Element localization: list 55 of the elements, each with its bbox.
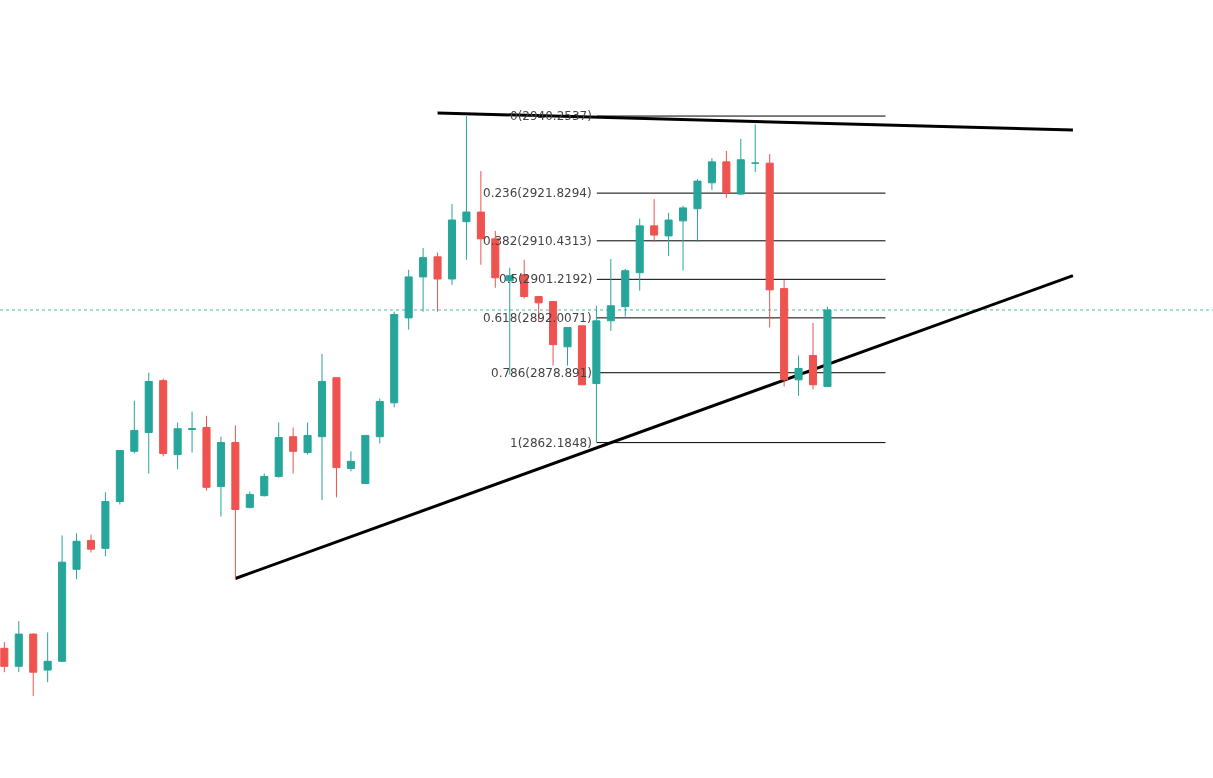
candlestick — [808, 322, 818, 390]
candlestick — [462, 115, 471, 261]
candlestick — [303, 421, 312, 456]
candlestick — [14, 620, 23, 673]
candlestick — [650, 198, 659, 243]
candlestick — [751, 123, 760, 173]
candlestick — [635, 218, 644, 292]
candlestick — [390, 311, 399, 408]
candlestick — [144, 372, 153, 474]
candlestick — [231, 424, 240, 580]
candlestick — [159, 378, 168, 457]
candlestick — [188, 411, 197, 454]
candlestick — [29, 632, 38, 697]
candlestick — [86, 534, 96, 554]
candlestick — [245, 490, 254, 510]
candlestick — [361, 434, 370, 485]
candlestick — [130, 400, 139, 454]
candlestick — [621, 268, 630, 318]
ref-line-label: 0(2940.2537) — [510, 109, 592, 123]
candlestick — [780, 279, 789, 387]
candlestick — [72, 532, 81, 580]
candlestick — [419, 247, 428, 313]
candlestick — [289, 426, 298, 474]
candlestick — [346, 450, 355, 472]
candlestick — [317, 353, 327, 501]
candlestick — [173, 421, 182, 470]
candlestick — [707, 157, 716, 191]
candlestick — [115, 449, 124, 505]
candlestick — [58, 534, 67, 663]
ref-line-label: 1(2862.1848) — [510, 436, 592, 450]
candlestick — [823, 306, 832, 387]
candlestick — [332, 377, 341, 498]
candlestick — [43, 631, 52, 683]
candlestick — [606, 258, 615, 332]
candlestick — [447, 203, 457, 286]
candlestick — [375, 398, 384, 444]
candlestick — [476, 170, 485, 266]
candlestick — [0, 641, 9, 673]
ref-line-label: 0.236(2921.8294) — [483, 186, 592, 200]
candlestick — [736, 138, 745, 196]
candlestick — [101, 491, 110, 557]
candlestick — [765, 153, 774, 329]
candlestick — [274, 421, 283, 479]
candlestick — [794, 355, 803, 397]
candlestick — [679, 205, 688, 272]
candlestick — [563, 327, 572, 367]
candlestick — [260, 472, 269, 497]
candlestick — [664, 212, 673, 257]
candlestick — [404, 269, 413, 331]
candlestick — [202, 415, 211, 492]
candlestick — [722, 150, 731, 199]
candlestick — [693, 178, 702, 243]
candlestick — [216, 436, 225, 518]
candlestick — [592, 305, 601, 444]
candlestick — [433, 252, 442, 313]
